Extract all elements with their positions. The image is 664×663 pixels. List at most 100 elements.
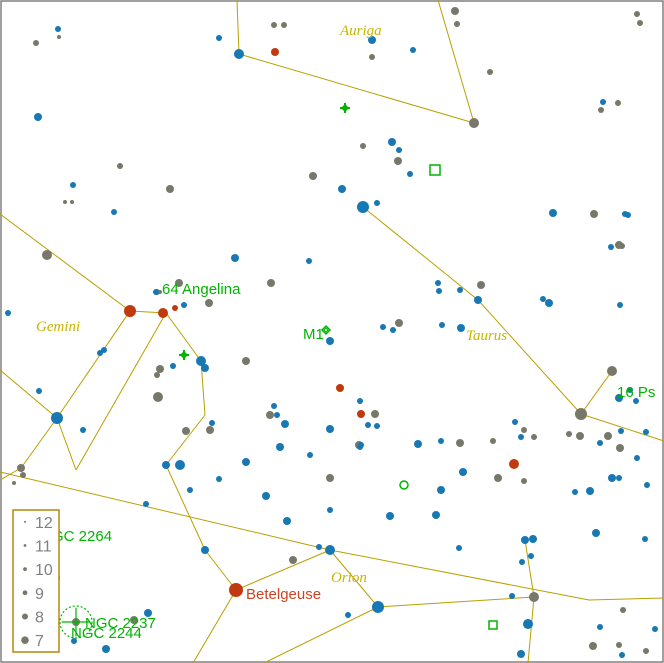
star-marker[interactable] (616, 444, 624, 452)
star-marker[interactable] (316, 544, 322, 550)
star-marker[interactable] (390, 327, 396, 333)
star-marker[interactable] (604, 432, 612, 440)
star-marker[interactable] (540, 296, 546, 302)
star-marker[interactable] (519, 559, 525, 565)
star-marker[interactable] (371, 410, 379, 418)
star-marker[interactable] (644, 482, 650, 488)
star-marker[interactable] (490, 438, 496, 444)
star-marker[interactable] (216, 476, 222, 482)
star-marker[interactable] (357, 410, 365, 418)
star-marker[interactable] (326, 337, 334, 345)
star-marker[interactable] (309, 172, 317, 180)
star-marker[interactable] (360, 143, 366, 149)
star-marker[interactable] (435, 280, 441, 286)
star-marker[interactable] (456, 545, 462, 551)
dso-marker-diamond[interactable] (320, 324, 332, 336)
star-marker[interactable] (394, 157, 402, 165)
star-marker[interactable] (410, 47, 416, 53)
star-marker[interactable] (36, 388, 42, 394)
star-marker[interactable] (158, 308, 168, 318)
star-marker[interactable] (368, 36, 376, 44)
star-marker[interactable] (326, 474, 334, 482)
star-marker[interactable] (170, 363, 176, 369)
star-marker[interactable] (549, 209, 557, 217)
star-marker[interactable] (369, 54, 375, 60)
star-marker[interactable] (231, 254, 239, 262)
dso-marker-cross[interactable] (179, 350, 189, 360)
star-marker[interactable] (12, 481, 16, 485)
star-marker[interactable] (182, 427, 190, 435)
star-marker[interactable] (57, 35, 61, 39)
star-marker[interactable] (374, 423, 380, 429)
star-marker[interactable] (327, 507, 333, 513)
star-marker[interactable] (124, 305, 136, 317)
star-marker[interactable] (437, 486, 445, 494)
star-marker[interactable] (576, 432, 584, 440)
star-marker[interactable] (521, 478, 527, 484)
star-marker[interactable] (396, 147, 402, 153)
legend-box[interactable] (12, 509, 60, 653)
star-marker[interactable] (42, 250, 52, 260)
star-marker[interactable] (17, 464, 25, 472)
star-marker[interactable] (517, 650, 525, 658)
star-marker[interactable] (386, 512, 394, 520)
star-marker[interactable] (201, 546, 209, 554)
star-marker[interactable] (216, 35, 222, 41)
star-marker[interactable] (206, 426, 214, 434)
star-marker[interactable] (589, 642, 597, 650)
star-marker[interactable] (101, 347, 107, 353)
star-marker[interactable] (529, 592, 539, 602)
star-marker[interactable] (597, 624, 603, 630)
star-marker[interactable] (459, 468, 467, 476)
star-marker[interactable] (242, 357, 250, 365)
star-marker[interactable] (274, 412, 280, 418)
star-marker[interactable] (432, 511, 440, 519)
deep-sky-markers-layer[interactable] (59, 103, 498, 639)
star-marker[interactable] (438, 438, 444, 444)
star-marker[interactable] (281, 420, 289, 428)
star-marker[interactable] (607, 366, 617, 376)
star-marker[interactable] (634, 11, 640, 17)
star-marker[interactable] (144, 609, 152, 617)
star-marker[interactable] (436, 288, 442, 294)
star-marker[interactable] (5, 310, 11, 316)
star-marker[interactable] (620, 607, 626, 613)
star-marker[interactable] (266, 411, 274, 419)
stars-layer[interactable] (5, 7, 658, 658)
star-marker[interactable] (388, 138, 396, 146)
star-marker[interactable] (456, 439, 464, 447)
star-marker[interactable] (633, 398, 639, 404)
star-marker[interactable] (172, 305, 178, 311)
star-marker[interactable] (33, 40, 39, 46)
magnitude-legend[interactable]: 12 11 10 9 8 7 (12, 509, 60, 653)
star-marker[interactable] (70, 200, 74, 204)
star-marker[interactable] (154, 372, 160, 378)
star-marker[interactable] (619, 243, 625, 249)
star-marker[interactable] (271, 403, 277, 409)
star-marker[interactable] (338, 185, 346, 193)
star-marker[interactable] (592, 529, 600, 537)
star-marker[interactable] (395, 319, 403, 327)
star-marker[interactable] (474, 296, 482, 304)
star-marker[interactable] (80, 427, 86, 433)
star-marker[interactable] (283, 517, 291, 525)
star-marker[interactable] (175, 460, 185, 470)
star-marker[interactable] (531, 434, 537, 440)
star-marker[interactable] (509, 459, 519, 469)
star-marker[interactable] (117, 163, 123, 169)
star-marker[interactable] (477, 281, 485, 289)
star-marker[interactable] (523, 619, 533, 629)
star-marker[interactable] (597, 440, 603, 446)
star-marker[interactable] (407, 171, 413, 177)
star-marker[interactable] (414, 440, 422, 448)
star-marker[interactable] (267, 279, 275, 287)
star-marker[interactable] (345, 612, 351, 618)
star-marker[interactable] (521, 536, 529, 544)
star-marker[interactable] (618, 428, 624, 434)
star-marker[interactable] (652, 626, 658, 632)
star-marker[interactable] (622, 211, 628, 217)
star-marker[interactable] (196, 356, 206, 366)
star-marker[interactable] (181, 302, 187, 308)
